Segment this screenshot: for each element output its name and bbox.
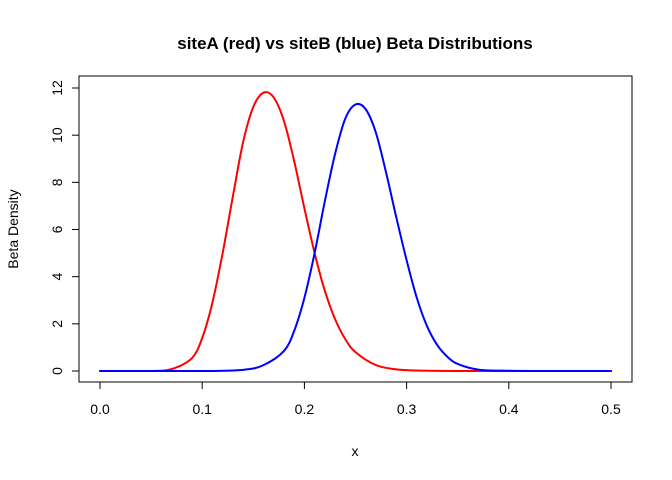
y-tick-label: 4: [49, 273, 65, 281]
x-tick-label: 0.4: [499, 401, 519, 417]
y-tick-label: 6: [49, 225, 65, 233]
x-tick-label: 0.0: [90, 401, 110, 417]
series-line-red: [99, 91, 612, 372]
plot-frame: [78, 75, 633, 383]
y-axis-label: Beta Density: [5, 189, 21, 268]
y-tick-label: 0: [49, 367, 65, 375]
y-tick-label: 12: [49, 80, 65, 96]
x-tick-label: 0.5: [601, 401, 621, 417]
x-axis: 0.0 0.1 0.2 0.3 0.4 0.5: [90, 381, 621, 417]
y-tick-label: 10: [49, 127, 65, 143]
y-tick-label: 2: [49, 320, 65, 328]
series-line-blue: [99, 102, 612, 372]
x-tick-label: 0.2: [295, 401, 315, 417]
x-tick-label: 0.3: [397, 401, 417, 417]
series-layer: [99, 91, 612, 372]
y-axis: 0 2 4 6 8 10 12: [49, 80, 80, 375]
x-axis-label: x: [352, 443, 359, 459]
y-tick-label: 8: [49, 178, 65, 186]
x-tick-label: 0.1: [192, 401, 212, 417]
chart-title: siteA (red) vs siteB (blue) Beta Distrib…: [177, 34, 532, 53]
